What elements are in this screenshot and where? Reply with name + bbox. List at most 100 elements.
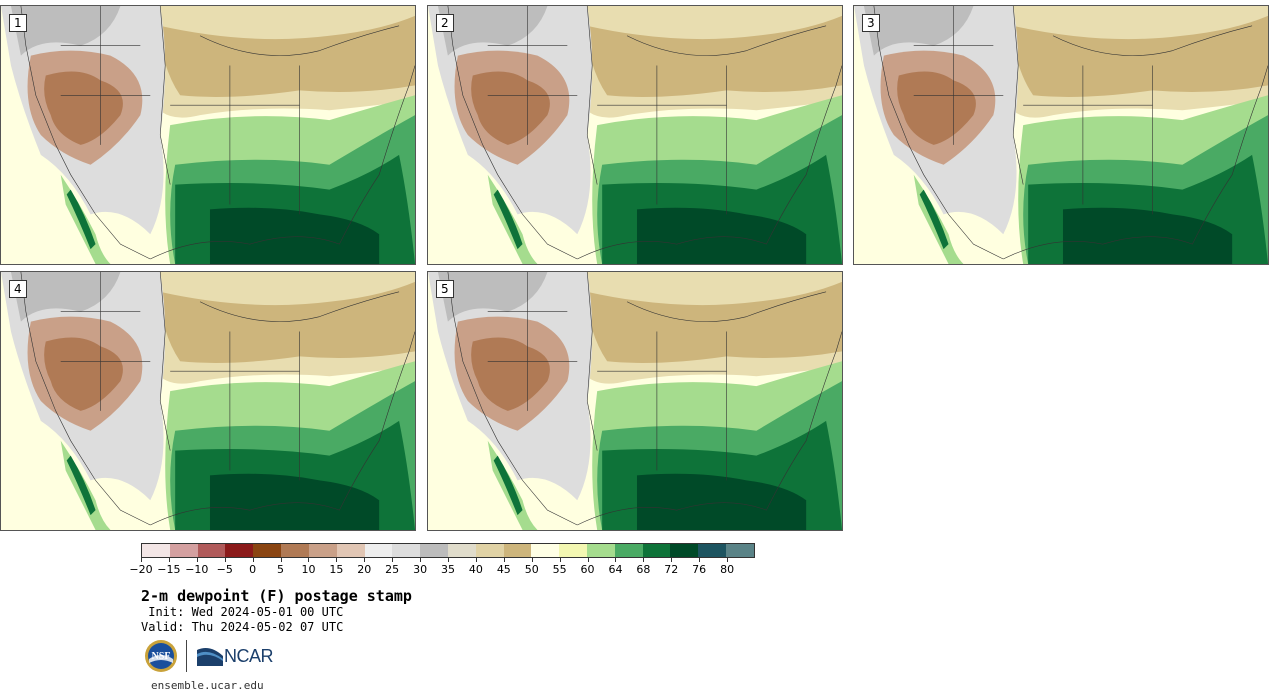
colorbar-tick-mark — [336, 558, 338, 562]
colorbar-swatch — [364, 544, 393, 557]
colorbar-tick-mark — [503, 558, 505, 562]
colorbar-swatch — [281, 544, 309, 557]
svg-text:NSF: NSF — [152, 651, 171, 662]
colorbar-swatch — [253, 544, 282, 557]
dewpoint-shading — [66, 455, 96, 516]
colorbar-tick-mark — [168, 558, 170, 562]
colorbar-swatch — [336, 544, 365, 557]
dewpoint-shading — [636, 473, 807, 530]
colorbar-swatch — [614, 544, 643, 557]
colorbar-tick-label: 40 — [468, 563, 483, 576]
logo-divider — [186, 640, 187, 672]
dewpoint-shading — [493, 189, 523, 250]
colorbar-tick-label: 20 — [357, 563, 372, 576]
colorbar-swatch — [447, 544, 476, 557]
dewpoint-shading — [919, 189, 949, 250]
state-boundary-line — [150, 65, 415, 260]
state-boundary-line — [447, 272, 578, 526]
state-boundary-line — [873, 6, 1004, 260]
colorbar-swatch — [587, 544, 615, 557]
dewpoint-shading — [209, 207, 380, 264]
state-boundary-line — [1012, 6, 1024, 185]
dewpoint-shading — [209, 473, 380, 530]
state-boundary-line — [586, 272, 598, 451]
nsf-logo-icon: NSF — [145, 640, 177, 672]
dewpoint-shading — [897, 71, 976, 145]
colorbar-tick-mark — [448, 558, 449, 562]
colorbar-ticks: −20 −15 −10 −5 0 5 10 15 20 25 30 35 40 45 50 55 60 64 68 7… — [129, 558, 755, 578]
state-boundary-line — [199, 291, 400, 322]
dewpoint-shading — [587, 281, 842, 363]
state-boundary-line — [1052, 25, 1253, 56]
dewpoint-shading — [44, 337, 123, 411]
colorbar-tick-mark — [615, 558, 617, 562]
dewpoint-map — [428, 272, 842, 530]
colorbar-tick-mark — [280, 558, 282, 562]
colorbar-tick-mark — [643, 558, 645, 562]
colorbar-swatch — [308, 544, 337, 557]
state-boundary-line — [60, 272, 300, 481]
colorbar-tick-label: 35 — [441, 563, 455, 576]
colorbar-tick-mark — [252, 558, 254, 562]
website-link[interactable]: ensemble.ucar.edu — [151, 679, 264, 692]
colorbar-swatch — [420, 544, 448, 557]
colorbar-tick-label: −5 — [216, 563, 233, 576]
colorbar-tick-label: −15 — [157, 563, 181, 576]
state-boundary-line — [60, 6, 300, 215]
colorbar-tick-mark — [141, 558, 142, 562]
colorbar-swatch — [392, 544, 421, 557]
dewpoint-shading — [493, 455, 523, 516]
panel-number: 5 — [436, 280, 454, 298]
colorbar-tick-label: −10 — [185, 563, 209, 576]
colorbar-tick-mark — [699, 558, 701, 562]
colorbar-swatch — [142, 544, 170, 557]
state-boundary-line — [20, 6, 151, 260]
state-boundary-line — [487, 272, 727, 481]
colorbar-tick-label: 30 — [413, 563, 428, 576]
dewpoint-shading — [471, 337, 550, 411]
colorbar-tick-label: 10 — [301, 563, 316, 576]
colorbar-swatch — [559, 544, 587, 557]
colorbar-swatch — [197, 544, 226, 557]
dewpoint-shading — [587, 15, 842, 97]
colorbar-swatch — [698, 544, 727, 557]
state-boundary-line — [913, 6, 1153, 215]
colorbar-tick-mark — [224, 558, 226, 562]
colorbar-tick-mark — [531, 558, 533, 562]
colorbar-tick-mark — [420, 558, 422, 562]
dewpoint-shading — [44, 71, 123, 145]
colorbar-tick-mark — [475, 558, 477, 562]
colorbar-tick-mark — [671, 558, 673, 562]
state-boundary-line — [487, 6, 727, 215]
colorbar-tick-mark — [364, 558, 366, 562]
colorbar-tick-label: 60 — [580, 563, 595, 576]
dewpoint-shading — [160, 15, 415, 97]
colorbar-swatch — [503, 544, 532, 557]
panel-number: 2 — [436, 14, 454, 32]
dewpoint-shading — [437, 272, 548, 322]
colorbar-tick-mark — [559, 558, 561, 562]
dewpoint-shading — [1062, 207, 1233, 264]
colorbar-tick-label: 25 — [385, 563, 400, 576]
state-boundary-line — [626, 291, 827, 322]
colorbar-tick-label: 76 — [692, 563, 707, 576]
state-boundary-line — [447, 6, 578, 260]
dewpoint-map — [854, 6, 1268, 264]
panel-number: 3 — [862, 14, 880, 32]
map-panel-2: 2 — [427, 5, 843, 265]
dewpoint-shading — [66, 189, 96, 250]
colorbar-tick-mark — [196, 558, 198, 562]
colorbar-tick-label: 72 — [664, 563, 679, 576]
state-boundary-line — [20, 272, 151, 526]
state-boundary-line — [159, 6, 171, 185]
dewpoint-shading — [160, 281, 415, 363]
dewpoint-shading — [10, 272, 121, 322]
state-boundary-line — [150, 331, 415, 526]
dewpoint-shading — [863, 6, 974, 56]
colorbar-tick-label: 15 — [329, 563, 344, 576]
colorbar-tick-mark — [727, 558, 729, 562]
panel-number: 4 — [9, 280, 27, 298]
colorbar-swatch — [642, 544, 671, 557]
colorbar-swatch — [169, 544, 198, 557]
dewpoint-shading — [437, 6, 548, 56]
